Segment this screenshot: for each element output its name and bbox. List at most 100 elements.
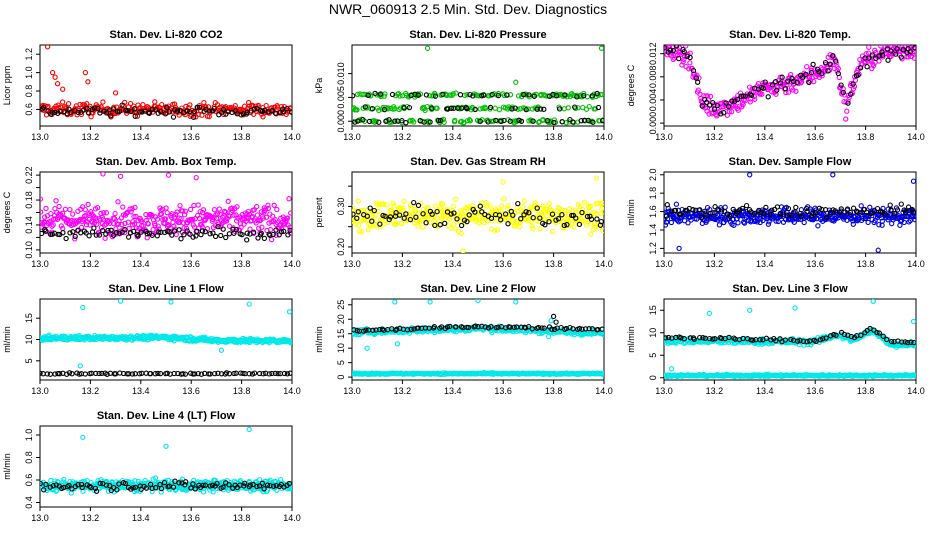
data-point-selected <box>699 214 705 221</box>
data-point-selected <box>369 106 376 112</box>
data-point-all <box>195 202 201 208</box>
data-point-all <box>775 218 781 225</box>
data-point-selected <box>730 206 736 213</box>
data-point-selected <box>549 326 555 332</box>
data-point-all <box>102 235 108 241</box>
data-point-selected <box>827 61 833 67</box>
x-tick-label: 14.0 <box>283 386 301 396</box>
data-point-selected <box>226 231 233 237</box>
data-point-all <box>415 223 421 229</box>
data-point-all <box>759 91 765 97</box>
data-point-all <box>263 102 269 109</box>
data-point-all <box>432 203 439 209</box>
data-point-all <box>740 219 747 225</box>
data-point-selected <box>678 211 684 218</box>
data-point-selected <box>812 209 819 216</box>
data-point-selected <box>125 108 131 114</box>
data-point-all <box>450 203 456 210</box>
panel-title: Stan. Dev. Amb. Box Temp. <box>96 156 237 168</box>
data-point-all <box>707 93 714 100</box>
data-point-selected <box>908 339 914 345</box>
data-point-all <box>850 221 856 227</box>
data-point-selected <box>687 54 693 61</box>
data-point-all <box>540 203 546 209</box>
data-point-all <box>391 203 397 209</box>
data-point-selected <box>435 117 442 124</box>
data-point-selected <box>769 82 776 88</box>
data-point-selected <box>515 200 521 207</box>
data-point-all <box>149 488 155 495</box>
data-point-all <box>857 56 863 63</box>
data-point-selected <box>281 370 288 377</box>
data-point-all <box>467 118 473 124</box>
data-point-all <box>85 201 91 208</box>
data-point-all <box>437 208 443 215</box>
data-point-all <box>140 102 146 108</box>
data-point-selected <box>820 336 826 342</box>
data-point-all <box>83 222 90 228</box>
y-tick-label: 0.000 <box>648 112 658 135</box>
data-point-all <box>223 218 230 224</box>
data-point-selected <box>198 371 205 377</box>
x-tick-label: 13.2 <box>82 386 100 396</box>
data-point-all <box>88 209 94 215</box>
data-point-selected <box>352 327 357 333</box>
data-point-selected <box>850 205 857 211</box>
data-point-selected <box>371 207 377 214</box>
data-point-selected <box>44 371 50 377</box>
data-point-all <box>171 214 178 220</box>
data-point-selected <box>453 324 459 330</box>
x-tick-label: 13.6 <box>182 259 200 269</box>
data-point-all_upper <box>912 342 916 348</box>
data-point-selected <box>498 217 504 223</box>
x-tick-label: 13.6 <box>182 386 200 396</box>
data-point-all <box>254 212 261 218</box>
point-layer <box>664 45 916 122</box>
data-point-selected <box>485 119 491 125</box>
data-point-all <box>195 479 201 485</box>
data-point-all <box>420 224 426 230</box>
data-point-selected <box>251 106 258 112</box>
data-point-all <box>365 227 371 233</box>
data-point-selected <box>432 222 438 229</box>
data-point-all <box>793 88 799 94</box>
data-point-all_upper <box>747 307 753 313</box>
data-point-selected <box>498 118 504 124</box>
data-point-all <box>165 172 172 178</box>
x-tick-label: 13.0 <box>655 132 673 142</box>
data-point-selected <box>822 59 829 66</box>
data-point-all <box>581 199 588 205</box>
data-point-all <box>879 218 885 224</box>
data-point-selected <box>411 199 417 206</box>
data-point-selected <box>244 237 250 243</box>
data-point-all <box>265 205 272 212</box>
data-point-all <box>119 221 125 228</box>
data-point-selected <box>251 370 258 376</box>
data-point-all <box>181 225 187 231</box>
data-point-all <box>565 105 571 111</box>
data-point-all <box>251 207 257 213</box>
data-point-all <box>133 213 139 220</box>
data-point-all <box>867 204 873 210</box>
data-point-all <box>452 225 458 231</box>
data-point-all <box>766 85 773 91</box>
data-point-selected <box>472 323 478 329</box>
data-point-selected <box>823 214 830 221</box>
data-point-all <box>596 225 603 231</box>
data-point-all <box>876 222 882 228</box>
data-point-all <box>260 215 266 221</box>
data-point-all <box>284 215 291 221</box>
data-point-all <box>361 217 367 223</box>
data-point-selected <box>912 45 916 51</box>
data-point-selected <box>116 230 122 236</box>
data-point-selected <box>495 92 502 99</box>
data-point-all <box>549 228 556 235</box>
data-point-selected <box>522 325 529 331</box>
data-point-selected <box>40 230 45 237</box>
data-point-selected <box>244 230 250 236</box>
data-point-selected <box>110 232 117 238</box>
data-point-all <box>273 232 279 238</box>
data-point-selected <box>448 211 454 217</box>
data-point-selected <box>126 371 132 377</box>
